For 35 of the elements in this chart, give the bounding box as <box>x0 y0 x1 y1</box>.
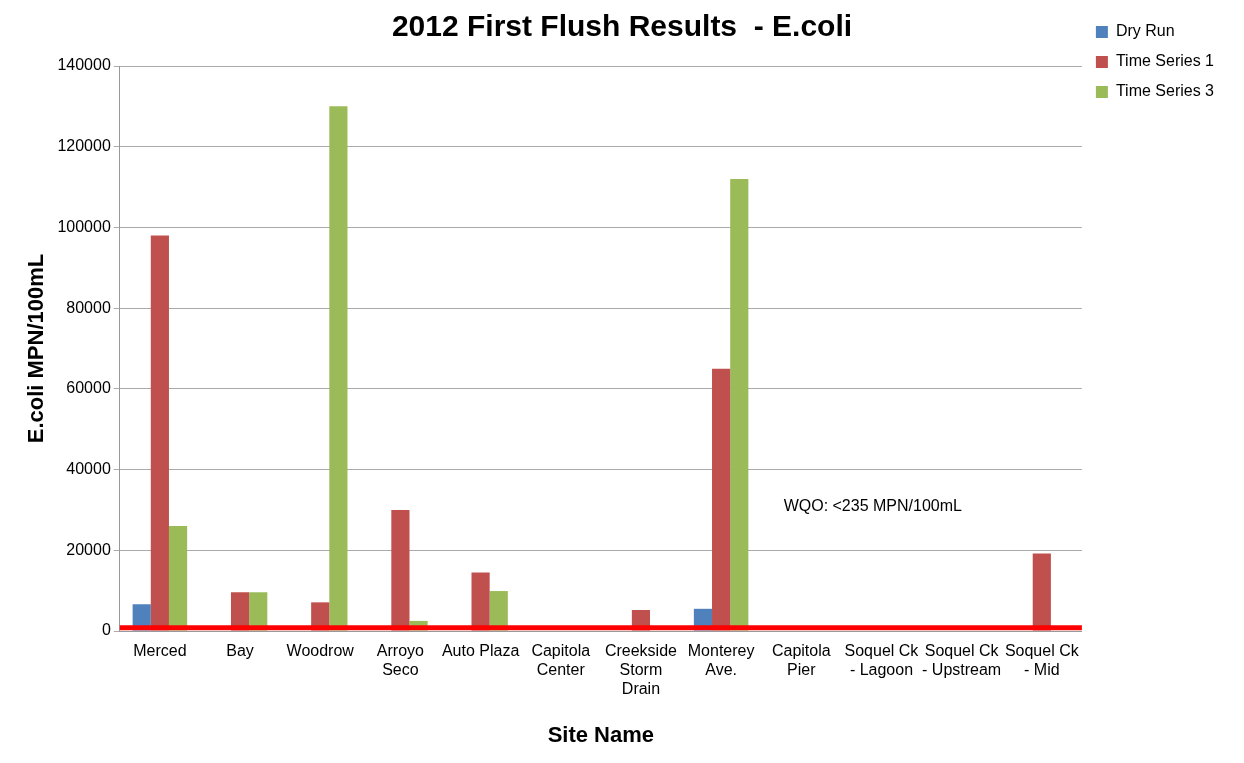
x-tick-label: Merced <box>133 642 187 660</box>
y-tick-label: 40000 <box>66 459 111 477</box>
x-tick-label: Capitola Center <box>531 642 591 679</box>
y-tick-label: 20000 <box>66 540 111 558</box>
annotation: WQO: <235 MPN/100mL <box>783 497 963 515</box>
x-tick-label: Creekside Storm Drain <box>604 642 678 698</box>
bar <box>150 235 169 631</box>
y-tick-label: 60000 <box>66 379 111 397</box>
bar <box>329 106 348 631</box>
x-tick-label: Woodrow <box>286 642 355 660</box>
legend-label: Time Series 1 <box>1115 52 1215 70</box>
bar <box>730 179 749 631</box>
legend-label: Time Series 3 <box>1115 82 1215 100</box>
bar <box>712 368 731 631</box>
x-axis-title: Site Name <box>547 721 655 747</box>
x-tick-label: Monterey Ave. <box>687 642 755 679</box>
x-tick-label: Soquel Ck - Mid <box>1004 642 1080 679</box>
y-tick-label: 140000 <box>57 56 111 74</box>
chart-title: 2012 First Flush Results - E.coli <box>391 9 853 43</box>
bar <box>471 572 490 631</box>
x-tick-label: Soquel Ck - Upstream <box>922 642 1002 679</box>
y-tick-label: 120000 <box>57 137 111 155</box>
y-tick-label: 0 <box>101 621 111 639</box>
x-tick-label: Bay <box>226 642 254 660</box>
legend-label: Dry Run <box>1115 22 1175 40</box>
y-tick-label: 100000 <box>57 217 111 235</box>
y-tick-label: 80000 <box>66 298 111 316</box>
x-tick-label: Soquel Ck - Lagoon <box>844 642 920 679</box>
x-tick-label: Auto Plaza <box>441 642 520 660</box>
bar <box>168 526 188 631</box>
x-tick-label: Capitola Pier <box>771 642 831 679</box>
bar <box>1032 553 1051 631</box>
y-axis-title: E.coli MPN/100mL <box>23 253 49 444</box>
x-tick-label: Arroyo Seco <box>376 642 425 679</box>
bar <box>391 509 410 631</box>
